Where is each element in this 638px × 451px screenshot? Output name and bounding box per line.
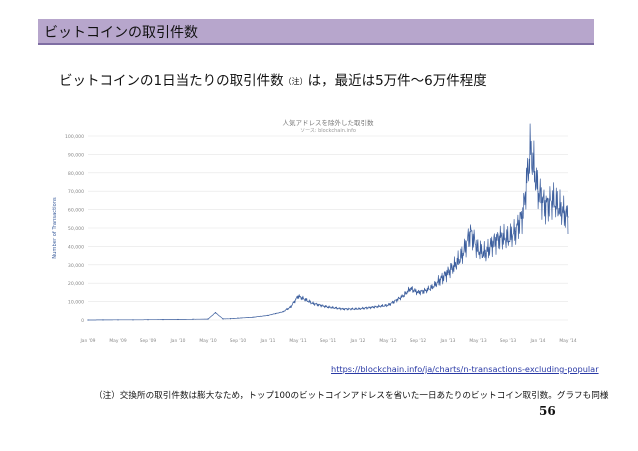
data-point (304, 299, 307, 301)
data-point (544, 205, 547, 207)
data-point (409, 288, 412, 290)
x-tick-label: May '14 (559, 338, 576, 344)
data-point (342, 308, 344, 310)
data-point (357, 308, 359, 310)
data-point (229, 318, 232, 320)
headline-main: ビットコインの1日当たりの取引件数 (59, 73, 284, 89)
data-point (319, 304, 322, 306)
data-point (529, 148, 532, 150)
x-tick-label: Jan '10 (170, 338, 186, 344)
x-tick-label: Sep '12 (410, 338, 427, 344)
y-tick-label: 0 (81, 318, 84, 324)
data-point (439, 278, 442, 281)
data-point (559, 209, 562, 211)
data-point (432, 286, 434, 288)
data-point (424, 289, 427, 292)
y-tick-label: 100,000 (65, 134, 84, 140)
x-tick-label: Sep '09 (140, 338, 157, 344)
data-point (477, 249, 479, 251)
y-tick-label: 70,000 (68, 189, 84, 195)
data-point (147, 319, 149, 321)
data-point (514, 231, 517, 233)
data-point (402, 295, 404, 297)
data-point (484, 253, 487, 255)
headline-note-marker: （注） (283, 77, 308, 86)
data-point (522, 212, 524, 214)
y-tick-label: 90,000 (68, 152, 84, 158)
chart-title: 人気アドレスを除外した取引数 (283, 118, 375, 127)
page-number: 56 (539, 404, 556, 418)
data-point (462, 253, 464, 255)
data-point (102, 319, 104, 321)
y-tick-label: 50,000 (68, 226, 84, 232)
section-header-bar: ビットコインの取引件数 (38, 19, 594, 45)
y-tick-label: 80,000 (68, 171, 84, 177)
data-point (372, 306, 374, 308)
x-tick-label: May '13 (469, 338, 486, 344)
data-point (552, 199, 554, 201)
data-point (499, 236, 502, 238)
data-point (162, 319, 164, 321)
x-tick-label: Sep '13 (500, 338, 517, 344)
data-point (417, 291, 419, 293)
data-point (282, 311, 284, 313)
chart-subtitle: ソース: blockchain.info (300, 128, 356, 134)
data-point (177, 318, 179, 321)
data-point (267, 314, 269, 316)
x-tick-label: Sep '11 (320, 338, 337, 344)
data-point (327, 306, 329, 308)
data-point (237, 317, 239, 319)
data-point (537, 190, 539, 192)
x-tick-label: Jan '13 (440, 338, 456, 344)
x-tick-label: Jan '12 (350, 338, 366, 344)
y-axis-label: Number of Transactions (52, 197, 58, 259)
y-tick-label: 30,000 (68, 263, 84, 269)
source-link[interactable]: https://blockchain.info/ja/charts/n-tran… (331, 364, 599, 374)
y-tick-label: 40,000 (68, 244, 84, 250)
y-tick-label: 60,000 (68, 208, 84, 214)
data-point (447, 271, 449, 273)
x-tick-label: Jan '09 (80, 338, 96, 344)
data-point (222, 318, 224, 320)
headline: ビットコインの1日当たりの取引件数（注）は，最近は5万件～6万件程度 (59, 69, 487, 89)
data-point (117, 319, 119, 321)
x-tick-label: Jan '14 (530, 338, 546, 344)
data-point (192, 318, 194, 320)
data-point (274, 312, 277, 315)
data-point (289, 306, 292, 308)
section-title: ビットコインの取引件数 (44, 25, 198, 41)
headline-rest: は，最近は5万件～6万件程度 (307, 73, 487, 89)
series-line-transactions (88, 123, 569, 321)
data-point (492, 242, 494, 244)
y-tick-label: 10,000 (68, 300, 84, 306)
data-point (214, 312, 217, 314)
data-point (312, 302, 314, 305)
data-point (252, 316, 254, 318)
data-point (132, 319, 134, 321)
data-point (87, 319, 89, 321)
x-tick-label: May '11 (289, 338, 306, 344)
data-point (454, 264, 457, 266)
x-tick-label: May '09 (109, 338, 126, 344)
data-point (297, 295, 299, 297)
transactions-chart: 人気アドレスを除外した取引数 ソース: blockchain.info 0 10,00… (48, 116, 582, 350)
y-tick-label: 20,000 (68, 281, 84, 287)
x-tick-label: May '12 (379, 338, 396, 344)
x-tick-label: May '10 (199, 338, 216, 344)
data-point (469, 231, 472, 233)
data-point (507, 238, 509, 240)
x-tick-label: Jan '11 (260, 338, 276, 344)
footnote: （注）交換所の取引件数は膨大なため，トップ100のビットコインアドレスを省いた一… (94, 391, 609, 401)
data-point (567, 216, 569, 218)
data-point (207, 318, 209, 320)
data-point (387, 304, 389, 306)
x-tick-label: Sep '10 (230, 338, 247, 344)
